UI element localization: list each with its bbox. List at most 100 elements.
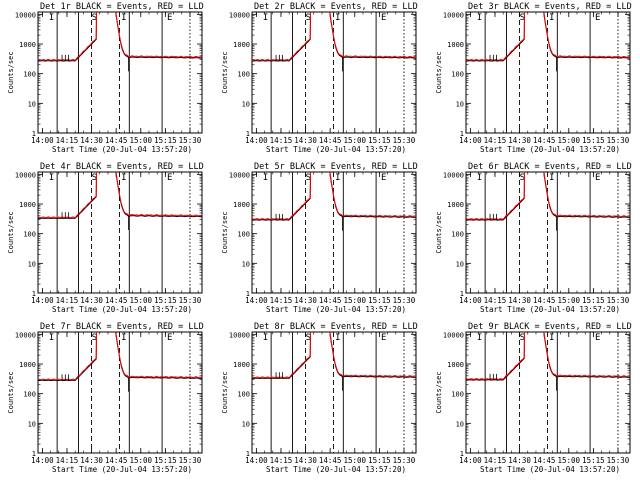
y-axis-label: Counts/sec [435, 51, 443, 93]
y-tick-label: 10000 [229, 331, 250, 339]
interval-marker-label: I [335, 13, 340, 23]
y-tick-label: 1000 [19, 361, 36, 369]
plot-frame [37, 11, 203, 134]
x-axis-label: Start Time (20-Jul-04 13:57:20) [266, 465, 406, 474]
x-tick-label: 15:30 [607, 296, 630, 305]
chart-title: Det 8r BLACK = Events, RED = LLD [254, 322, 418, 332]
y-tick-label: 1000 [19, 41, 36, 49]
y-tick-label: 1 [460, 450, 464, 458]
x-tick-label: 15:30 [607, 456, 630, 465]
interval-marker-label: I [49, 13, 54, 23]
interval-marker-label: I [549, 173, 554, 183]
x-tick-label: 15:15 [582, 136, 605, 145]
interval-marker-label: E [381, 13, 386, 23]
x-tick-label: 14:45 [319, 456, 342, 465]
y-tick-label: 10 [242, 260, 250, 268]
y-axis-label: Counts/sec [7, 371, 15, 413]
x-tick-label: 15:00 [557, 456, 580, 465]
x-axis-label: Start Time (20-Jul-04 13:57:20) [266, 305, 406, 314]
chart-title: Det 3r BLACK = Events, RED = LLD [468, 2, 632, 12]
y-axis-label: Counts/sec [435, 371, 443, 413]
y-tick-label: 1 [32, 290, 36, 298]
panel-det-8: Det 8r BLACK = Events, RED = LLD 1 10 100 10… [221, 322, 418, 474]
interval-marker-label: S [92, 173, 97, 183]
x-tick-label: 15:00 [343, 296, 366, 305]
y-axis-label: Counts/sec [221, 371, 229, 413]
plot-frame [37, 331, 203, 454]
x-tick-label: 14:45 [533, 296, 556, 305]
y-axis-label: Counts/sec [7, 211, 15, 253]
x-tick-label: 14:45 [533, 456, 556, 465]
x-tick-label: 14:15 [56, 456, 79, 465]
interval-marker-label: E [167, 13, 172, 23]
interval-marker-label: S [306, 13, 311, 23]
interval-marker-label: E [595, 13, 600, 23]
interval-marker-label: E [167, 173, 172, 183]
y-axis-label: Counts/sec [435, 211, 443, 253]
y-tick-label: 10000 [443, 171, 464, 179]
interval-marker-label: I [335, 173, 340, 183]
x-tick-label: 15:30 [393, 296, 416, 305]
chart-title: Det 7r BLACK = Events, RED = LLD [40, 322, 204, 332]
x-tick-label: 15:30 [179, 136, 202, 145]
chart-title: Det 5r BLACK = Events, RED = LLD [254, 162, 418, 172]
x-tick-label: 15:00 [343, 136, 366, 145]
chart-title: Det 6r BLACK = Events, RED = LLD [468, 162, 632, 172]
interval-marker-label: I [549, 333, 554, 343]
x-tick-label: 14:45 [105, 456, 128, 465]
y-axis-label: Counts/sec [221, 51, 229, 93]
x-tick-label: 15:15 [154, 296, 177, 305]
interval-marker-label: I [121, 173, 126, 183]
x-tick-label: 15:15 [368, 136, 391, 145]
y-tick-label: 1 [246, 290, 250, 298]
x-tick-label: 14:15 [270, 296, 293, 305]
x-tick-label: 15:00 [129, 136, 152, 145]
x-axis-label: Start Time (20-Jul-04 13:57:20) [480, 145, 620, 154]
interval-marker-label: S [306, 333, 311, 343]
interval-marker-label: I [263, 13, 268, 23]
y-tick-label: 1000 [447, 361, 464, 369]
panel-det-2: Det 2r BLACK = Events, RED = LLD 1 10 100 10… [221, 2, 418, 154]
y-tick-label: 10000 [443, 11, 464, 19]
plot-frame [465, 171, 631, 294]
x-tick-label: 15:30 [179, 296, 202, 305]
interval-marker-label: S [520, 13, 525, 23]
y-tick-label: 1 [246, 130, 250, 138]
x-axis-label: Start Time (20-Jul-04 13:57:20) [52, 305, 192, 314]
y-tick-label: 10 [28, 420, 36, 428]
x-tick-label: 14:00 [245, 456, 268, 465]
y-tick-label: 100 [23, 391, 36, 399]
y-tick-label: 10 [28, 260, 36, 268]
x-axis-label: Start Time (20-Jul-04 13:57:20) [52, 465, 192, 474]
x-tick-label: 14:30 [294, 296, 317, 305]
interval-marker-label: I [263, 173, 268, 183]
interval-marker-label: I [49, 173, 54, 183]
interval-marker-label: I [121, 333, 126, 343]
y-tick-label: 1 [246, 450, 250, 458]
y-tick-label: 10 [456, 260, 464, 268]
x-tick-label: 15:15 [582, 296, 605, 305]
x-tick-label: 14:30 [80, 136, 103, 145]
y-tick-label: 10 [28, 100, 36, 108]
plot-frame [465, 331, 631, 454]
plot-frame [465, 11, 631, 134]
y-tick-label: 10 [242, 100, 250, 108]
y-tick-label: 1 [460, 130, 464, 138]
y-tick-label: 100 [237, 231, 250, 239]
interval-marker-label: I [477, 13, 482, 23]
x-tick-label: 15:15 [368, 456, 391, 465]
x-tick-label: 15:00 [129, 296, 152, 305]
interval-marker-label: E [167, 333, 172, 343]
x-tick-label: 14:15 [270, 456, 293, 465]
interval-marker-label: S [92, 333, 97, 343]
y-axis-label: Counts/sec [7, 51, 15, 93]
x-tick-label: 15:15 [154, 456, 177, 465]
y-tick-label: 10000 [443, 331, 464, 339]
x-tick-label: 14:45 [105, 136, 128, 145]
x-tick-label: 14:00 [31, 296, 54, 305]
x-tick-label: 14:45 [105, 296, 128, 305]
panel-det-3: Det 3r BLACK = Events, RED = LLD 1 10 100 10… [435, 2, 632, 154]
x-axis-label: Start Time (20-Jul-04 13:57:20) [480, 305, 620, 314]
panel-det-9: Det 9r BLACK = Events, RED = LLD 1 10 100 10… [435, 322, 632, 474]
chart-title: Det 9r BLACK = Events, RED = LLD [468, 322, 632, 332]
